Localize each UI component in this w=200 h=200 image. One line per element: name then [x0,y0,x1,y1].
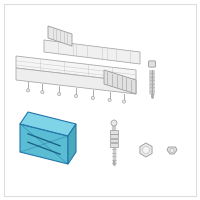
FancyBboxPatch shape [110,130,118,134]
Polygon shape [68,124,76,164]
Polygon shape [104,70,136,94]
FancyBboxPatch shape [110,143,118,147]
Polygon shape [20,124,68,164]
Circle shape [74,94,78,98]
Polygon shape [44,40,140,64]
Circle shape [170,149,174,153]
Polygon shape [167,147,177,154]
Circle shape [41,90,44,94]
Circle shape [122,100,126,103]
Circle shape [108,98,111,102]
Polygon shape [140,143,152,157]
Polygon shape [20,112,76,136]
Polygon shape [16,68,136,94]
Circle shape [26,89,30,92]
Circle shape [58,92,61,96]
Circle shape [142,146,150,154]
Circle shape [91,96,94,100]
Polygon shape [16,56,136,82]
Circle shape [111,120,117,126]
FancyBboxPatch shape [110,139,118,142]
FancyBboxPatch shape [149,61,155,67]
Polygon shape [48,26,72,46]
FancyBboxPatch shape [110,134,118,138]
